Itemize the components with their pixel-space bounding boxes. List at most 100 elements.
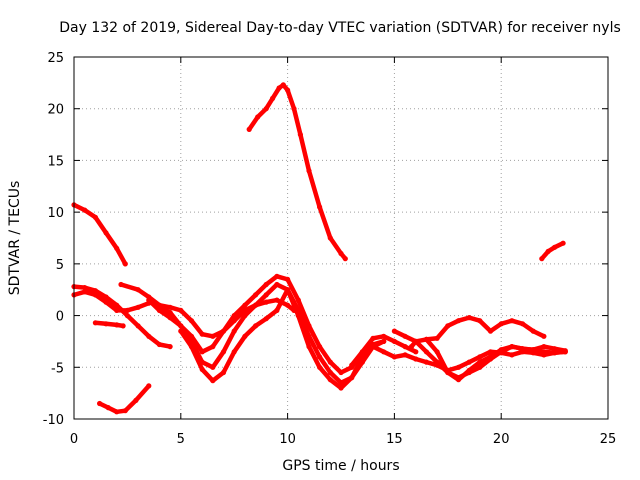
series-line-t1 (71, 202, 128, 267)
data-point (402, 352, 408, 358)
series-line-t14 (424, 315, 547, 342)
data-point (242, 333, 248, 339)
data-point (285, 276, 291, 282)
data-point (423, 349, 429, 355)
data-point (118, 281, 124, 288)
data-point (413, 338, 419, 344)
data-point (263, 292, 269, 298)
data-point (338, 250, 344, 257)
data-point (133, 397, 139, 403)
x-tick-label: 15 (386, 432, 403, 447)
y-tick-label: 5 (56, 258, 64, 273)
data-point (541, 349, 547, 355)
data-point (146, 383, 152, 389)
data-point (370, 335, 376, 341)
data-point (274, 297, 280, 303)
data-point (253, 323, 259, 329)
series-t5 (97, 383, 152, 415)
series-line-t9 (178, 287, 386, 391)
series-line-t15 (539, 240, 566, 261)
data-point (146, 297, 152, 303)
data-point (466, 359, 472, 365)
y-tick-label: -10 (43, 413, 64, 428)
y-tick-label: 25 (47, 51, 64, 66)
series-line-t10 (246, 82, 348, 261)
data-point (263, 316, 269, 322)
data-point (122, 408, 128, 414)
data-point (477, 354, 483, 360)
data-point (498, 321, 504, 327)
data-point (434, 359, 440, 365)
data-point (210, 378, 216, 384)
plot-border (73, 56, 609, 420)
data-point (477, 364, 483, 370)
data-point (82, 289, 88, 295)
data-point (242, 313, 248, 319)
data-point (297, 132, 303, 138)
data-point (263, 299, 269, 305)
x-tick-label: 10 (279, 432, 296, 447)
data-point (455, 318, 462, 324)
data-point (413, 349, 419, 355)
series-line-t2 (71, 284, 173, 349)
grid-lines (74, 57, 608, 419)
series-t9 (178, 287, 387, 391)
data-point (306, 323, 312, 329)
data-point (178, 328, 184, 334)
data-point (188, 344, 195, 350)
data-point (114, 302, 120, 308)
data-point (199, 331, 205, 337)
data-point (255, 114, 261, 120)
data-point (327, 235, 333, 241)
data-point (381, 333, 387, 339)
y-tick-label: 20 (47, 103, 64, 118)
data-point (338, 369, 344, 376)
data-point (434, 349, 440, 355)
x-tick-label: 0 (70, 432, 78, 447)
data-point (220, 369, 227, 376)
data-point (135, 323, 141, 329)
data-point (188, 318, 195, 324)
data-point (124, 313, 130, 319)
data-point (263, 281, 269, 288)
data-point (530, 347, 536, 353)
data-point (103, 321, 109, 327)
data-point (413, 356, 419, 362)
data-point (466, 315, 472, 321)
y-tick-label: 10 (47, 206, 64, 221)
data-point (338, 385, 344, 391)
x-tick-label: 25 (600, 432, 617, 447)
data-point (231, 328, 237, 334)
data-point (509, 352, 515, 358)
data-point (274, 281, 280, 288)
data-point (327, 359, 333, 365)
data-point (270, 95, 276, 101)
y-tick-label: 0 (56, 310, 64, 325)
data-point (545, 248, 551, 254)
data-point (242, 302, 248, 308)
data-point (552, 350, 558, 356)
data-point (306, 344, 312, 350)
data-point (92, 214, 98, 220)
data-point (295, 313, 301, 319)
data-point (487, 354, 494, 360)
data-point (539, 256, 545, 262)
series-t15 (539, 240, 566, 262)
data-point (220, 349, 227, 355)
y-axis-label: SDTVAR / TECUs (7, 181, 23, 296)
data-point (246, 126, 252, 132)
data-point (552, 346, 558, 352)
data-point (520, 346, 526, 352)
data-point (560, 240, 566, 246)
data-point (199, 349, 205, 355)
data-point (114, 307, 120, 313)
data-point (97, 400, 103, 407)
x-tick-label: 20 (493, 432, 510, 447)
data-point (114, 322, 120, 328)
data-point (342, 256, 348, 262)
data-point (295, 297, 301, 303)
data-point (434, 335, 440, 341)
data-point (280, 82, 286, 88)
data-point (541, 333, 547, 339)
